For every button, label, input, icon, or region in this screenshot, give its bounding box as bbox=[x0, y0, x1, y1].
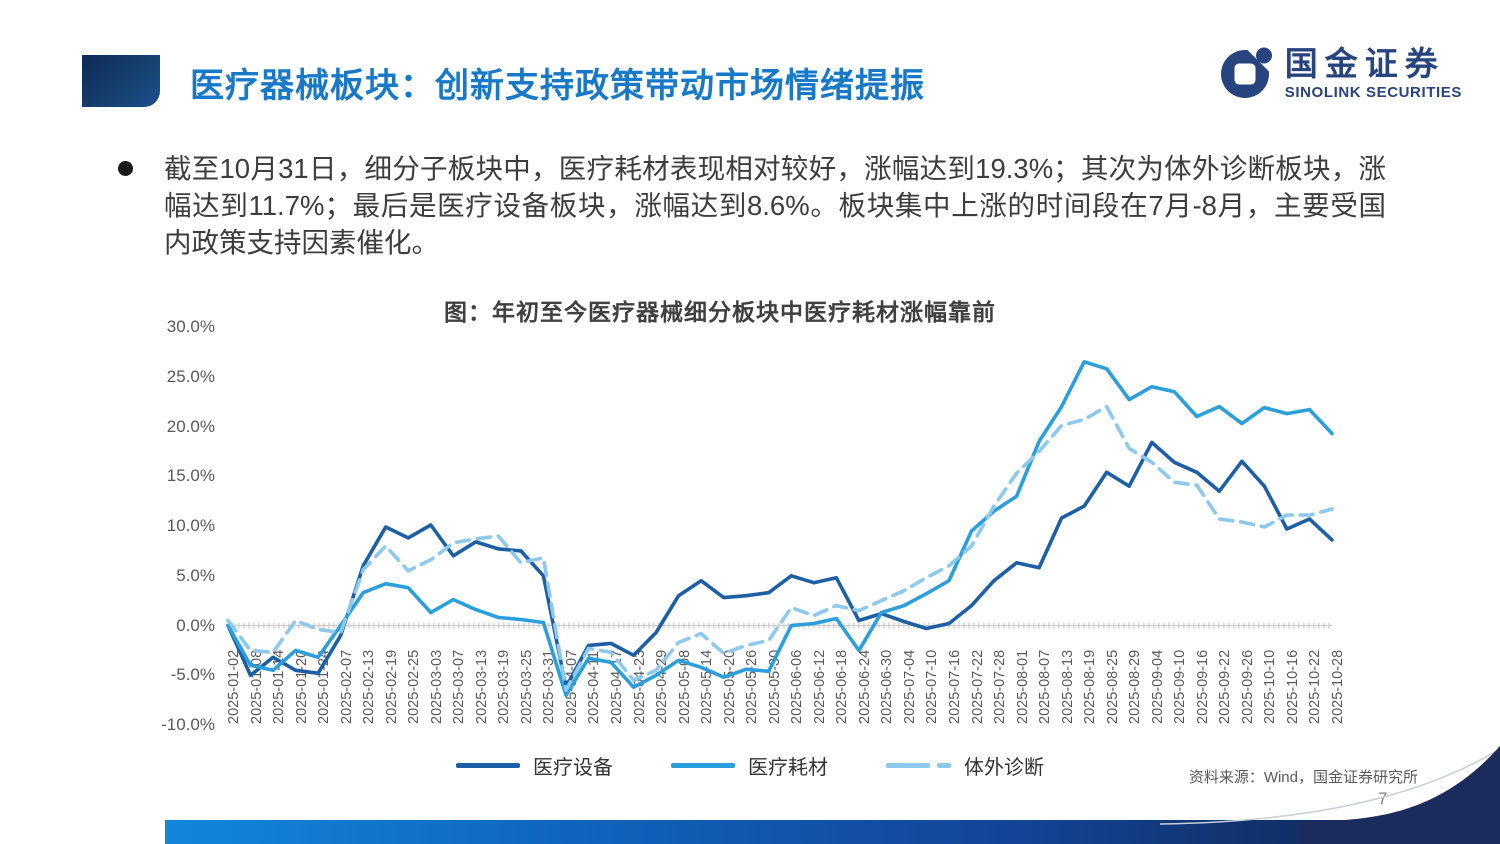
y-tick-label: 0.0% bbox=[176, 615, 215, 635]
y-tick-label: 10.0% bbox=[166, 516, 215, 535]
plot-area bbox=[226, 359, 1334, 698]
sinolink-logo-icon bbox=[1220, 46, 1273, 98]
legend-item-medical-consumables: 医疗耗材 bbox=[671, 751, 828, 780]
legend-label: 体外诊断 bbox=[964, 757, 1044, 779]
footer-swoosh bbox=[1159, 746, 1500, 844]
series-ivd-diagnostics bbox=[226, 404, 1334, 693]
legend-marker-medical-equipment bbox=[456, 763, 520, 768]
legend-marker-medical-consumables bbox=[671, 763, 735, 768]
chart-title: 图：年初至今医疗器械细分板块中医疗耗材涨幅靠前 bbox=[444, 299, 996, 326]
y-tick-label: -5.0% bbox=[170, 665, 215, 685]
x-tick-label: 2025-10-28 bbox=[1330, 649, 1346, 724]
company-logo: 国金证券 SINOLINK SECURITIES bbox=[1219, 46, 1462, 101]
page-number: 7 bbox=[1378, 789, 1388, 808]
logo-en: SINOLINK SECURITIES bbox=[1284, 84, 1462, 101]
bullet-text: 截至10月31日，细分子板块中，医疗耗材表现相对较好，涨幅达到19.3%；其次为… bbox=[164, 153, 1386, 258]
legend-label: 医疗设备 bbox=[533, 757, 613, 779]
bullet-item: 截至10月31日，细分子板块中，医疗耗材表现相对较好，涨幅达到19.3%；其次为… bbox=[118, 150, 1386, 261]
y-tick-label: 15.0% bbox=[166, 466, 215, 486]
logo-cn: 国金证券 bbox=[1284, 45, 1445, 82]
y-tick-label: -10.0% bbox=[161, 715, 215, 734]
legend-item-medical-equipment: 医疗设备 bbox=[456, 751, 613, 780]
y-tick-label: 20.0% bbox=[166, 416, 215, 436]
legend-label: 医疗耗材 bbox=[748, 757, 828, 779]
line-chart: 图：年初至今医疗器械细分板块中医疗耗材涨幅靠前 30.0% 25.0% 20.0% 1… bbox=[0, 285, 1500, 785]
source-note: 资料来源：Wind，国金证券研究所 bbox=[1188, 769, 1418, 786]
y-tick-label: 30.0% bbox=[166, 317, 215, 336]
header-accent-block bbox=[82, 55, 160, 107]
series-medical-consumables bbox=[226, 359, 1334, 698]
chart-legend: 医疗设备 医疗耗材 体外诊断 bbox=[0, 751, 1500, 780]
legend-item-ivd-diagnostics: 体外诊断 bbox=[886, 751, 1044, 780]
legend-marker-ivd-diagnostics bbox=[886, 763, 951, 768]
bullet-marker bbox=[118, 161, 133, 176]
y-tick-label: 25.0% bbox=[166, 366, 215, 386]
logo-text: 国金证券 SINOLINK SECURITIES bbox=[1284, 45, 1462, 102]
series-medical-equipment bbox=[226, 440, 1334, 690]
y-tick-label: 5.0% bbox=[176, 565, 215, 585]
page-title: 医疗器械板块：创新支持政策带动市场情绪提振 bbox=[190, 67, 925, 105]
footer-bar bbox=[165, 820, 1500, 844]
